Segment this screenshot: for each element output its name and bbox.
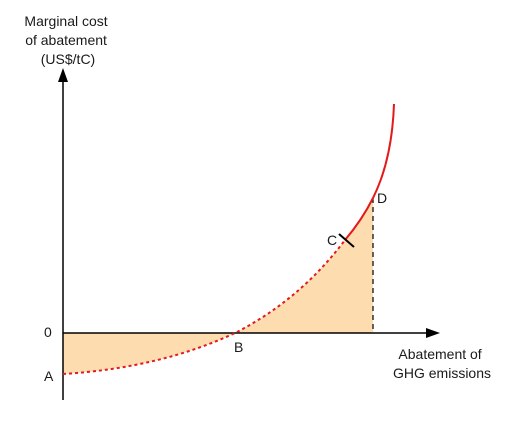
c-tick-mark <box>338 233 355 248</box>
x-axis-arrow <box>426 328 440 338</box>
curve-solid-segment <box>344 103 395 241</box>
y-axis-label: Marginal cost of abatement (US$/tC) <box>24 13 111 67</box>
shaded-area-positive <box>235 198 373 333</box>
y-axis-label-line-1: Marginal cost <box>24 13 107 29</box>
x-axis-label-line-1: Abatement of <box>398 346 481 362</box>
point-label-b: B <box>234 339 243 355</box>
y-axis-label-line-2: of abatement <box>25 32 107 48</box>
point-label-c: C <box>327 232 337 248</box>
shaded-area-negative <box>63 333 235 374</box>
point-label-d: D <box>377 190 387 206</box>
origin-label: 0 <box>44 324 52 340</box>
point-label-a: A <box>44 368 54 384</box>
x-axis-label-line-2: GHG emissions <box>393 365 491 381</box>
y-axis-arrow <box>58 68 68 82</box>
curve-dotted-segment <box>62 239 346 375</box>
x-axis-label: Abatement of GHG emissions <box>393 346 491 381</box>
y-axis-label-line-3: (US$/tC) <box>41 51 95 67</box>
